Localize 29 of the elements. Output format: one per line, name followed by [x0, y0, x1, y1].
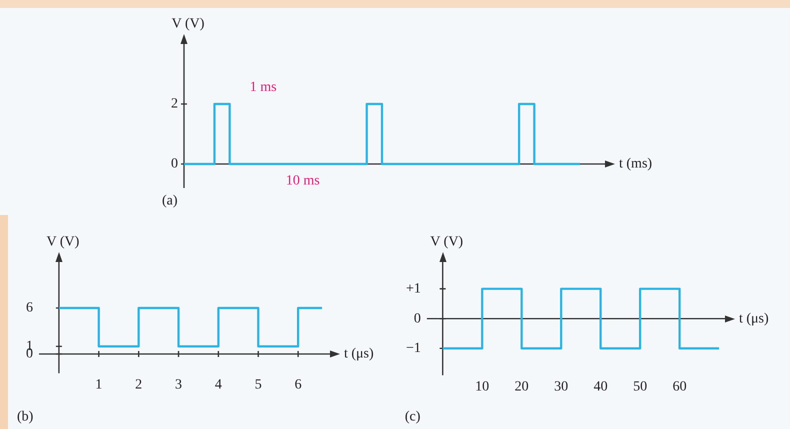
x-tick-label: 1 [95, 377, 102, 392]
x-tick-label: 4 [214, 377, 222, 392]
annotation: 1 ms [250, 80, 277, 95]
x-axis-title: t (μs) [739, 311, 770, 326]
x-axis-title: t (μs) [344, 346, 374, 362]
x-tick-label: 5 [254, 377, 262, 392]
y-tick-label: 0 [26, 346, 33, 362]
y-tick-label: +1 [406, 281, 421, 296]
y-tick-label: 6 [26, 300, 33, 316]
x-tick-label: 3 [175, 377, 182, 392]
x-tick-label: 2 [135, 377, 142, 392]
annotation: 10 ms [286, 173, 320, 188]
text: (c) [404, 410, 421, 425]
text: (b) [17, 410, 34, 425]
x-tick-label: 40 [594, 379, 608, 394]
x-tick-label: 6 [294, 377, 302, 392]
x-tick-label: 60 [672, 379, 687, 394]
x-tick-label: 10 [475, 379, 490, 394]
y-axis-title: V (V) [430, 234, 464, 250]
x-axis-title: t (ms) [619, 156, 652, 172]
text: (a) [162, 194, 178, 209]
y-tick-label: 0 [171, 156, 178, 172]
y-axis-title: V (V) [172, 16, 205, 32]
x-tick-label: 30 [554, 379, 568, 394]
y-axis-title: V (V) [46, 234, 80, 250]
y-tick-label: −1 [406, 341, 421, 356]
y-tick-label: 0 [414, 311, 421, 326]
x-tick-label: 20 [514, 379, 529, 394]
x-tick-label: 50 [633, 379, 648, 394]
